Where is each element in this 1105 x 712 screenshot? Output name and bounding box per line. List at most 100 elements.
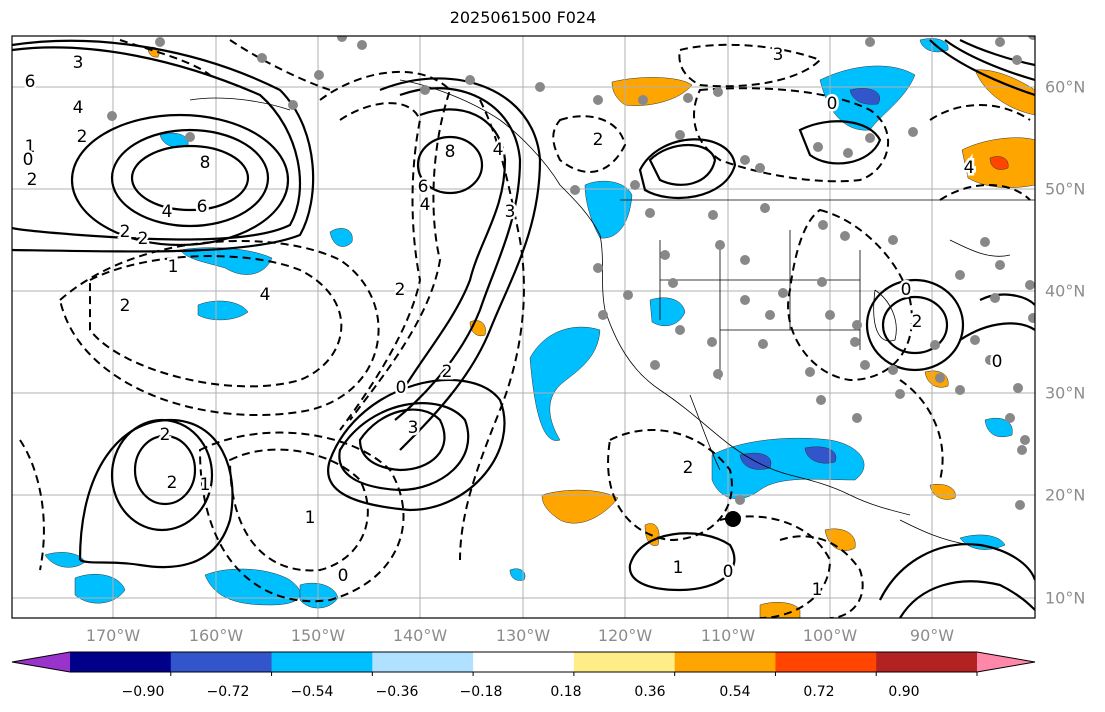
lon-label: 120°W (597, 626, 653, 645)
colorbar-tick-label: 0.36 (634, 684, 666, 700)
contour-label: 2 (167, 473, 178, 493)
coastlines (189, 79, 1035, 546)
contour-label: 2 (160, 425, 171, 445)
contour-label: 8 (200, 153, 211, 173)
shade-blue (529, 326, 601, 441)
lon-label: 140°W (392, 626, 448, 645)
colorbar-tick-label: −0.36 (375, 684, 419, 700)
colorbar (11, 651, 1036, 676)
colorbar-tick-label: −0.72 (206, 684, 250, 700)
contour-label: 0 (338, 566, 349, 586)
contour-label: 6 (418, 177, 429, 197)
contour-label: 1 (168, 257, 179, 277)
contour-label: 0 (23, 150, 34, 170)
contour-label: 2 (27, 170, 38, 190)
colorbar-tick-label: 0.54 (719, 684, 751, 700)
colorbar-segment (271, 652, 373, 672)
colorbar-tick-label: −0.90 (121, 684, 165, 700)
contour-label: 1 (673, 558, 684, 578)
gridlines (12, 36, 1035, 618)
station-dots (107, 36, 1035, 510)
shaded-regions (44, 38, 1035, 618)
contour-label: 0 (901, 280, 912, 300)
contour-label: 8 (445, 142, 456, 162)
colorbar-tick-label: 0.72 (803, 684, 835, 700)
contour-label: 2 (138, 229, 149, 249)
lat-label: 10°N (1045, 588, 1086, 608)
contour-label: 3 (505, 202, 516, 222)
colorbar-segment (573, 652, 676, 672)
lat-label: 20°N (1045, 485, 1086, 505)
shade-red (989, 156, 1009, 170)
shade-darkblue (804, 446, 837, 464)
contour-label: 2 (912, 312, 923, 332)
colorbar-segment (372, 652, 474, 672)
contour-label: 6 (25, 72, 36, 92)
contour-label: 1 (200, 475, 211, 495)
contour-label: 0 (992, 352, 1003, 372)
contour-label: 2 (683, 458, 694, 478)
lon-label: 130°W (495, 626, 551, 645)
colorbar-segment (70, 652, 172, 672)
shade-darkblue (849, 88, 880, 105)
shade-orange (611, 77, 693, 106)
contour-label: 2 (593, 130, 604, 150)
contour-label: 2 (120, 222, 131, 242)
shade-blue (509, 568, 526, 581)
contour-label: 1 (812, 580, 823, 600)
lat-label: 40°N (1045, 281, 1086, 301)
contour-label: 4 (420, 195, 431, 215)
lon-label: 90°W (909, 626, 955, 645)
contour-label: 1 (305, 508, 316, 528)
contour-label: 4 (162, 202, 173, 222)
colorbar-tick-label: 0.18 (550, 684, 582, 700)
shade-blue (329, 228, 353, 247)
contour-label: 4 (73, 98, 84, 118)
colorbar-extend-low (12, 652, 70, 672)
contour-label: 4 (964, 158, 975, 178)
contour-label: 2 (442, 362, 453, 382)
shade-blue (649, 297, 686, 327)
colorbar-segment (876, 652, 978, 672)
solid-contours (12, 39, 1035, 618)
colorbar-tick-label: 0.90 (888, 684, 920, 700)
lon-label: 110°W (700, 626, 756, 645)
shade-blue (984, 417, 1013, 438)
contour-label: 0 (723, 562, 734, 582)
map-title: 2025061500 F024 (449, 8, 597, 27)
colorbar-extend-high (977, 652, 1035, 672)
contour-label: 3 (408, 418, 419, 438)
contour-label: 1 (25, 137, 36, 157)
contour-label: 2 (120, 296, 131, 316)
lat-label: 30°N (1045, 383, 1086, 403)
contour-label: 4 (493, 140, 504, 160)
shade-orange (929, 484, 956, 500)
colorbar-segment (473, 652, 575, 672)
contour-label: 2 (395, 280, 406, 300)
contour-label: 3 (773, 45, 784, 65)
lat-label: 50°N (1045, 179, 1086, 199)
map-plot-area: 3 6 4 2 1 0 2 8 6 4 2 1 2 4 2 8 4 6 4 3 … (12, 36, 1035, 618)
contour-labels: 3 6 4 2 1 0 2 8 6 4 2 1 2 4 2 8 4 6 4 3 … (20, 43, 1005, 603)
lon-label: 170°W (85, 626, 141, 645)
contour-label: 4 (260, 285, 271, 305)
shade-orange (974, 69, 1035, 116)
contour-label: 6 (197, 197, 208, 217)
shade-blue (959, 534, 1006, 550)
colorbar-tick-label: −0.54 (290, 684, 334, 700)
lon-label: 150°W (290, 626, 346, 645)
contour-label: 0 (396, 378, 407, 398)
marker-dot (725, 511, 741, 527)
map-frame (11, 35, 1036, 619)
lon-label: 100°W (802, 626, 858, 645)
shade-orange (541, 489, 619, 524)
contour-label: 2 (77, 127, 88, 147)
lat-label: 60°N (1045, 77, 1086, 97)
colorbar-outline (11, 651, 1036, 673)
colorbar-tick-label: −0.18 (459, 684, 503, 700)
shade-blue (584, 180, 633, 239)
colorbar-segment (170, 652, 273, 672)
colorbar-segment (674, 652, 776, 672)
lon-label: 160°W (188, 626, 244, 645)
